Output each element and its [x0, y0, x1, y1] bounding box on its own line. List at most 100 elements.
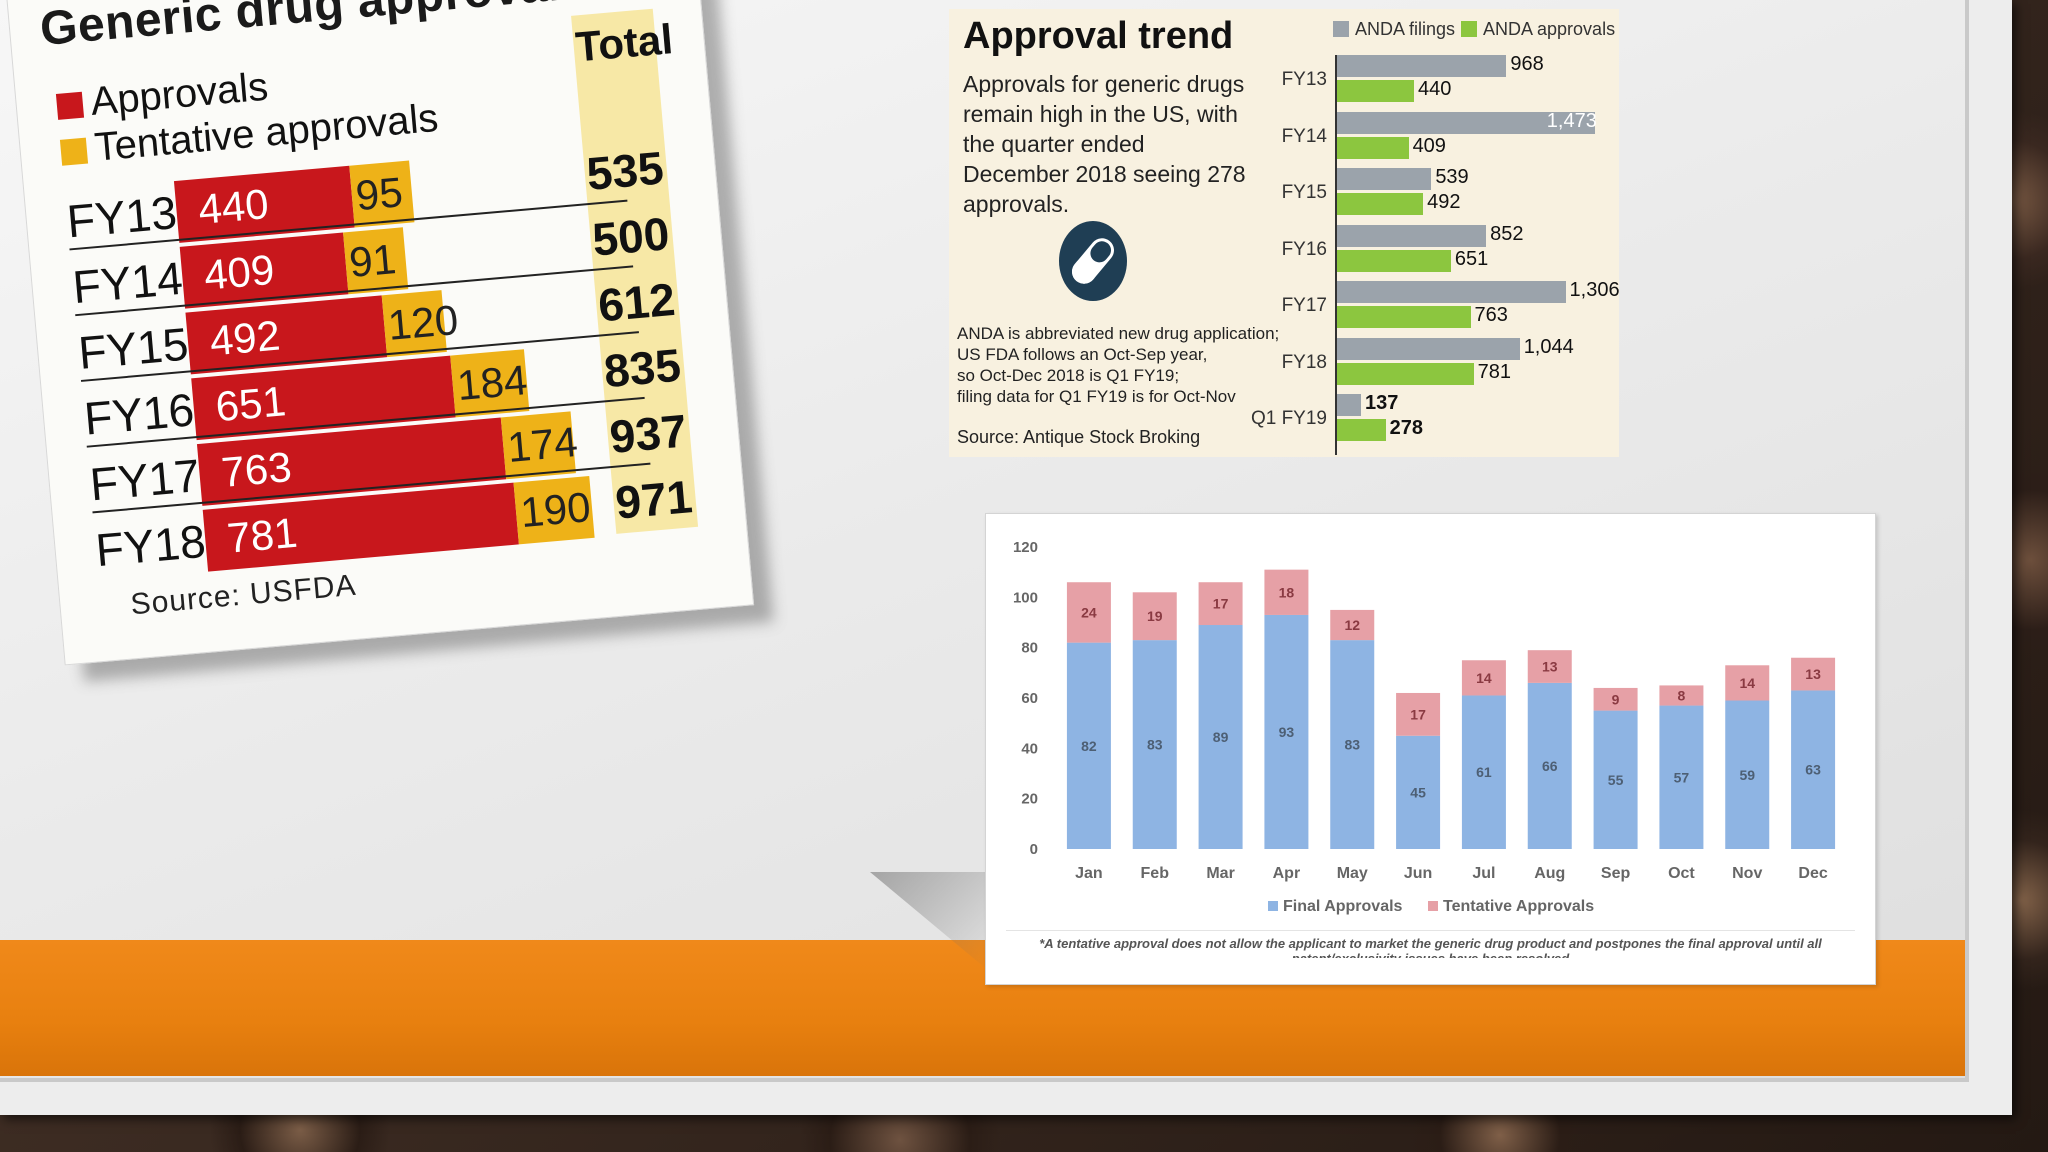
legend-filings-swatch: [1333, 21, 1349, 37]
tentative-approvals-bar: [1791, 657, 1836, 691]
final-approvals-bar: [1198, 625, 1243, 849]
tentative-approvals-bar: [1461, 660, 1506, 696]
total-value: 971: [613, 470, 695, 529]
y-tick-label: 100: [1013, 589, 1038, 606]
y-tick-label: 0: [1030, 841, 1038, 858]
tentative-approvals-bar: [1198, 582, 1243, 626]
tentative-value-label: 19: [1147, 608, 1163, 624]
final-approvals-bar: [1461, 695, 1506, 849]
filings-value-label: 1,044: [1523, 335, 1574, 358]
filings-value-label: 1,306: [1569, 279, 1620, 301]
x-tick-label: Aug: [1534, 865, 1565, 882]
x-tick-label: Sep: [1601, 865, 1631, 882]
final-value-label: 45: [1410, 784, 1426, 800]
tentative-approvals-bar: [1264, 569, 1309, 615]
final-value-label: 89: [1213, 729, 1229, 745]
tentative-approvals-bar: [1132, 592, 1177, 641]
filings-value-label: 968: [1510, 53, 1544, 75]
filings-bar: [1337, 394, 1361, 416]
filings-value-label: 1,473: [1546, 109, 1597, 132]
approvals-bar: [1337, 306, 1471, 328]
trend-year-label: FY17: [1281, 295, 1327, 316]
note-line: US FDA follows an Oct-Sep year,: [957, 345, 1208, 364]
approvals-value-label: 763: [1474, 304, 1508, 326]
legend-anda-filings: ANDA filings: [1333, 19, 1455, 40]
y-tick-label: 60: [1021, 690, 1038, 707]
approvals-bar: [1337, 249, 1451, 272]
tentative-value-label: 8: [1678, 687, 1686, 703]
final-approvals-bar: [1396, 735, 1441, 849]
tentative-bar: 174: [500, 411, 579, 480]
tentative-approvals-bar: [1725, 665, 1770, 701]
final-value-label: 57: [1674, 769, 1690, 785]
monthly-approvals-chart: 0204060801001208224Jan8319Feb8917Mar9318…: [1013, 539, 1836, 882]
approvals-bar: [1337, 136, 1409, 159]
y-tick-label: 120: [1013, 539, 1038, 556]
final-value-label: 66: [1542, 758, 1558, 774]
filings-bar: [1337, 337, 1520, 360]
note-line: so Oct-Dec 2018 is Q1 FY19;: [957, 366, 1180, 385]
legend-final-approvals: Final Approvals: [1268, 898, 1402, 916]
legend-filings-label: ANDA filings: [1355, 19, 1456, 39]
note-line: ANDA is abbreviated new drug application…: [957, 324, 1280, 343]
pill-icon: [1057, 219, 1129, 303]
tentative-value-label: 14: [1476, 670, 1492, 686]
approvals-bar: [1337, 419, 1386, 441]
tentative-value-label: 9: [1612, 691, 1620, 707]
x-tick-label: Dec: [1798, 865, 1827, 882]
card2-axis: [1335, 55, 1337, 455]
approvals-bar: [1337, 80, 1414, 102]
tentative-approvals-bar: [1066, 582, 1111, 643]
x-tick-label: Nov: [1732, 865, 1762, 882]
total-value: 937: [607, 404, 689, 463]
final-approvals-bar: [1791, 690, 1836, 849]
filings-value-label: 137: [1364, 392, 1399, 414]
card2-subtitle: Approvals for generic drugs remain high …: [963, 71, 1246, 217]
tentative-bar: 190: [513, 475, 596, 545]
x-tick-label: Jan: [1075, 865, 1103, 882]
final-approvals-bar: [1132, 640, 1177, 849]
filings-bar: [1337, 55, 1507, 77]
tentative-approvals-bar: [1527, 650, 1572, 683]
final-value-label: 82: [1081, 738, 1097, 754]
trend-row: FY13 968 440: [949, 53, 1619, 109]
fiscal-year-label: FY13: [64, 186, 179, 248]
legend-tentative-label: Tentative Approvals: [1443, 898, 1595, 915]
tentative-value-label: 17: [1213, 596, 1229, 612]
x-tick-label: Mar: [1206, 865, 1234, 882]
footnote-separator: [1006, 930, 1855, 931]
fiscal-year-label: FY18: [93, 514, 208, 577]
final-value-label: 93: [1279, 724, 1295, 740]
final-value-label: 63: [1805, 762, 1821, 778]
filings-bar: [1337, 224, 1487, 247]
legend-approvals-swatch: [55, 91, 85, 120]
trend-row: FY16 852 651: [949, 223, 1619, 279]
total-value: 612: [596, 272, 678, 332]
x-tick-label: Apr: [1273, 865, 1301, 882]
tentative-value-label: 18: [1279, 584, 1295, 600]
final-approvals-bar: [1725, 700, 1770, 849]
x-tick-label: Feb: [1141, 865, 1170, 882]
trend-year-label: Q1 FY19: [1250, 408, 1327, 429]
final-value-label: 59: [1739, 767, 1755, 783]
x-tick-label: May: [1337, 865, 1368, 882]
trend-row: FY18 1,044 781: [949, 336, 1619, 392]
legend-final-swatch: [1268, 901, 1278, 911]
approval-trend-card: Approval trend Approvals for generic dru…: [949, 9, 1620, 457]
generic-drug-approvals-card: Generic drug approvals Approvals Tentati…: [6, 0, 755, 666]
note-line: filing data for Q1 FY19 is for Oct-Nov: [957, 387, 1236, 406]
card3-footnote: *A tentative approval does not allow the…: [1039, 936, 1822, 958]
legend-final-label: Final Approvals: [1283, 898, 1403, 915]
trend-row: FY15 539 492: [949, 166, 1619, 222]
approvals-value-label: 492: [1427, 191, 1461, 213]
final-approvals-bar: [1527, 682, 1572, 849]
tentative-value-label: 24: [1081, 604, 1097, 620]
final-approvals-bar: [1066, 642, 1111, 849]
filings-bar: [1337, 111, 1595, 134]
final-value-label: 83: [1344, 737, 1360, 753]
final-approvals-bar: [1593, 710, 1638, 849]
approvals-value-label: 651: [1454, 247, 1489, 270]
approvals-bar: [1337, 193, 1424, 215]
tentative-approvals-bar: [1593, 687, 1638, 711]
approvals-value-label: 278: [1389, 417, 1424, 439]
